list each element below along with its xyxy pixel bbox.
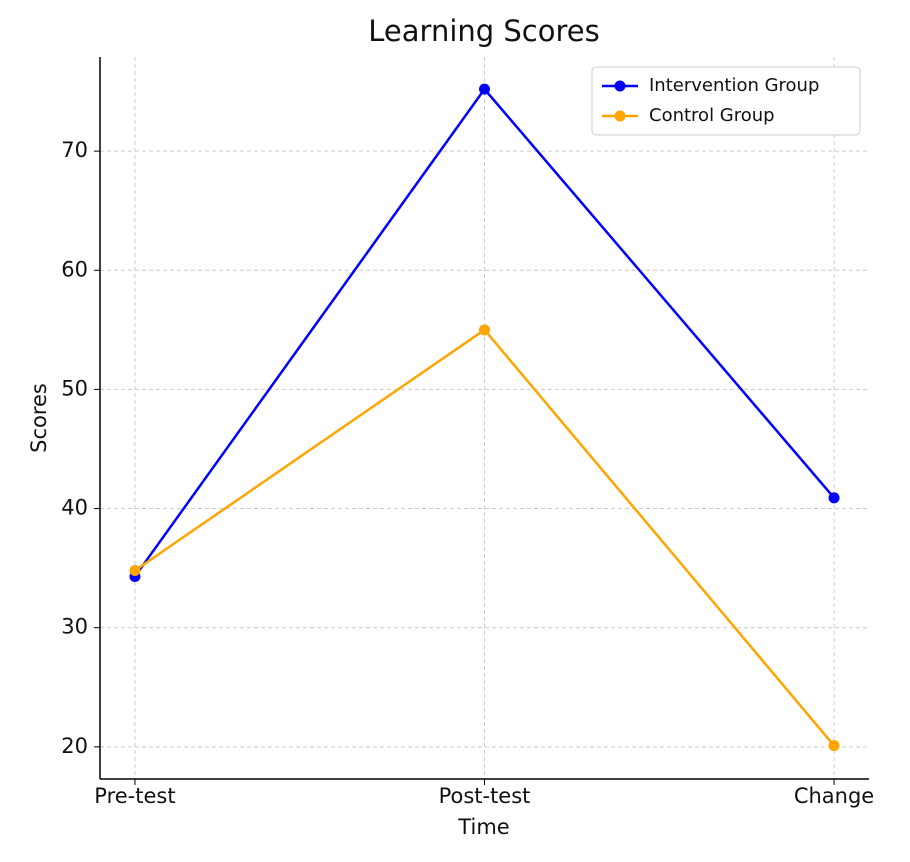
chart-title: Learning Scores [368, 14, 599, 48]
x-tick-label: Pre-test [94, 784, 175, 808]
marker [479, 83, 490, 95]
legend-label: Control Group [649, 105, 775, 126]
y-tick-label: 60 [61, 257, 88, 281]
y-tick-label: 20 [61, 734, 88, 758]
y-tick-label: 70 [61, 138, 88, 162]
marker [828, 492, 840, 504]
y-axis-label: Scores [27, 383, 51, 453]
y-tick-label: 40 [61, 496, 88, 520]
legend-marker [614, 110, 626, 122]
legend-label: Intervention Group [649, 75, 819, 96]
marker [828, 740, 840, 752]
x-tick-label: Post-test [439, 784, 531, 808]
marker [479, 324, 490, 336]
x-tick-label: Change [794, 784, 874, 808]
y-tick-label: 50 [61, 376, 88, 400]
x-axis-label: Time [457, 815, 509, 839]
legend-box [591, 66, 861, 136]
marker [129, 565, 141, 577]
y-tick-label: 30 [61, 615, 88, 639]
legend-marker [614, 80, 626, 92]
